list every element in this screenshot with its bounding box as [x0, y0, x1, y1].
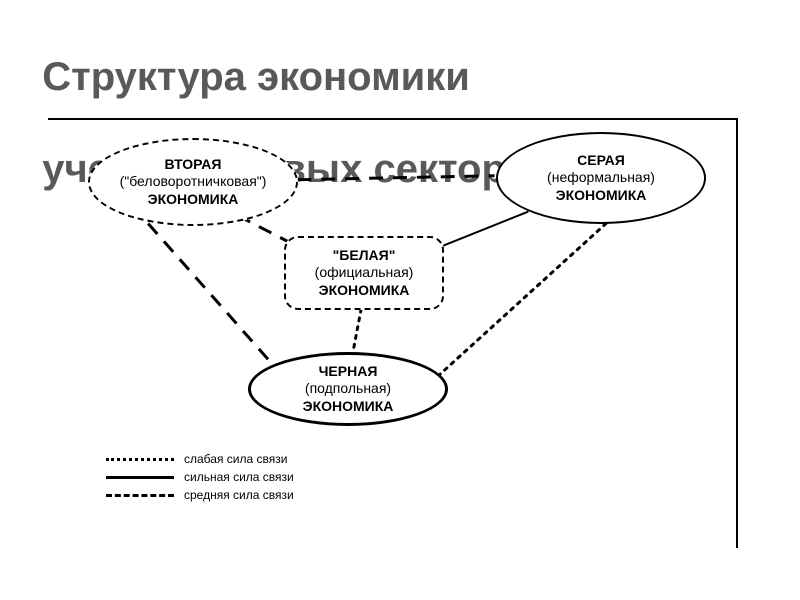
node-vtoraya-l1: ВТОРАЯ [165, 156, 222, 174]
diagram-area: ВТОРАЯ ("беловоротничковая") ЭКОНОМИКА С… [48, 118, 738, 548]
node-chernaya-l1: ЧЕРНАЯ [319, 363, 378, 381]
node-belaya-l1: "БЕЛАЯ" [333, 247, 396, 265]
legend-swatch-solid [106, 476, 174, 479]
legend-label: сильная сила связи [184, 470, 294, 484]
legend-swatch-dashed [106, 494, 174, 497]
node-seraya-l2: (неформальная) [547, 169, 655, 187]
edge-vtoraya-chernaya [148, 224, 283, 377]
node-vtoraya-l3: ЭКОНОМИКА [148, 191, 239, 209]
legend-row-1: сильная сила связи [106, 470, 294, 484]
legend-row-0: слабая сила связи [106, 452, 294, 466]
legend-label: слабая сила связи [184, 452, 287, 466]
node-belaya: "БЕЛАЯ" (официальная) ЭКОНОМИКА [284, 236, 444, 310]
node-seraya-l3: ЭКОНОМИКА [556, 187, 647, 205]
legend-swatch-dotted [106, 458, 174, 461]
edge-vtoraya-seraya [297, 176, 494, 180]
node-seraya: СЕРАЯ (неформальная) ЭКОНОМИКА [496, 132, 706, 224]
node-vtoraya: ВТОРАЯ ("беловоротничковая") ЭКОНОМИКА [88, 138, 298, 226]
legend: слабая сила связи сильная сила связи средн… [106, 452, 294, 502]
edge-seraya-chernaya [433, 224, 606, 381]
node-belaya-l2: (официальная) [315, 264, 414, 282]
node-chernaya-l3: ЭКОНОМИКА [303, 398, 394, 416]
node-chernaya-l2: (подпольная) [305, 380, 391, 398]
legend-label: средняя сила связи [184, 488, 294, 502]
node-chernaya: ЧЕРНАЯ (подпольная) ЭКОНОМИКА [248, 352, 448, 426]
node-vtoraya-l2: ("беловоротничковая") [120, 173, 267, 191]
legend-row-2: средняя сила связи [106, 488, 294, 502]
title-line1: Структура экономики [42, 55, 470, 99]
edge-belaya-chernaya [353, 309, 361, 351]
node-seraya-l1: СЕРАЯ [577, 152, 625, 170]
edge-seraya-belaya [439, 212, 529, 248]
node-belaya-l3: ЭКОНОМИКА [319, 282, 410, 300]
